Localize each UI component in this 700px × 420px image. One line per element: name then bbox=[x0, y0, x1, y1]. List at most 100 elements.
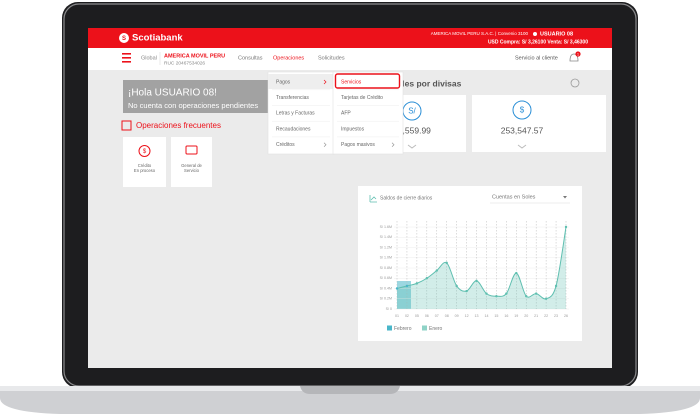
nav-bar bbox=[88, 48, 612, 70]
chart-selector[interactable]: Cuentas en Soles bbox=[492, 194, 536, 200]
selector-caret[interactable] bbox=[563, 196, 567, 199]
nav-company[interactable]: AMERICA MOVIL PERU bbox=[164, 53, 225, 59]
chart-icon bbox=[369, 195, 377, 203]
settings-icon[interactable] bbox=[570, 78, 580, 88]
x-tick-label: 20 bbox=[524, 314, 528, 318]
x-tick-label: 21 bbox=[534, 314, 538, 318]
point bbox=[465, 289, 468, 293]
submenu-item[interactable]: AFP bbox=[341, 111, 351, 117]
point bbox=[525, 294, 528, 298]
x-tick-label: 13 bbox=[475, 314, 479, 318]
chart-title: Saldos de cierre diarios bbox=[380, 195, 433, 201]
point bbox=[544, 297, 548, 300]
frequent-card[interactable] bbox=[171, 137, 212, 187]
submenu-item[interactable]: Pagos masivos bbox=[341, 142, 375, 148]
submenu-item[interactable]: Impuestos bbox=[341, 126, 365, 132]
y-tick-label: S/ 0.4M bbox=[380, 286, 392, 290]
x-tick-label: 26 bbox=[564, 314, 568, 318]
currency-card[interactable] bbox=[472, 95, 606, 152]
dropdown: Pagos Transferencias Letras y Facturas Reca… bbox=[272, 79, 399, 148]
nav-menu-item[interactable]: Solicitudes bbox=[318, 55, 345, 61]
user-icon bbox=[533, 32, 537, 36]
chart-panel bbox=[358, 186, 582, 341]
logo-mark: S bbox=[122, 36, 126, 42]
x-tick-label: 02 bbox=[405, 314, 409, 318]
submenu-item[interactable]: Servicios bbox=[341, 79, 362, 85]
menu-chevron bbox=[391, 142, 395, 148]
point bbox=[455, 284, 458, 288]
logo-icon bbox=[119, 33, 129, 43]
x-tick-label: 14 bbox=[484, 314, 488, 318]
menu-chevron bbox=[323, 79, 327, 85]
hamburger-line bbox=[122, 53, 131, 55]
y-tick-label: S/ 0.2M bbox=[380, 297, 392, 301]
legend-swatch bbox=[387, 325, 392, 331]
point bbox=[415, 282, 419, 285]
legend-label: Febrero bbox=[394, 326, 412, 332]
y-tick-label: S/ 0 bbox=[386, 307, 392, 311]
brand: Scotiabank bbox=[132, 33, 183, 44]
frequent-card-label: Crédito bbox=[138, 163, 152, 168]
legend-swatch bbox=[422, 325, 427, 331]
point bbox=[445, 261, 448, 265]
legend-label: Enero bbox=[429, 326, 443, 332]
point bbox=[564, 225, 568, 229]
service-link[interactable]: Servicio al cliente bbox=[515, 55, 558, 61]
submenu-item[interactable]: Tarjetas de Crédito bbox=[341, 95, 383, 101]
currency-symbol: $ bbox=[520, 106, 525, 115]
point bbox=[485, 292, 488, 295]
chevron[interactable] bbox=[517, 144, 527, 149]
x-tick-label: 19 bbox=[514, 314, 518, 318]
nav-global[interactable]: Global bbox=[141, 55, 157, 61]
notification-badge bbox=[575, 51, 581, 57]
x-tick-label: 07 bbox=[435, 314, 439, 318]
chevron[interactable] bbox=[407, 144, 417, 149]
hamburger-line bbox=[122, 57, 131, 59]
point bbox=[405, 284, 409, 288]
point bbox=[495, 294, 498, 298]
user-name: USUARIO 08 bbox=[540, 31, 573, 37]
x-tick-label: 23 bbox=[554, 314, 558, 318]
frequent-icon bbox=[121, 120, 132, 131]
frequent-card-label: Servicio bbox=[184, 168, 200, 173]
menu-item[interactable]: Transferencias bbox=[276, 95, 309, 101]
y-tick-label: S/ 0.8M bbox=[380, 266, 392, 270]
nav-menu-item[interactable]: Operaciones bbox=[273, 55, 304, 61]
point bbox=[395, 287, 399, 290]
dropdown-selected bbox=[268, 74, 334, 89]
menu-item[interactable]: Créditos bbox=[276, 142, 295, 148]
notification-count: 1 bbox=[577, 52, 579, 56]
menu-chevron bbox=[323, 142, 327, 148]
nav-menu-item[interactable]: Consultas bbox=[238, 55, 263, 61]
dropdown-level2 bbox=[332, 71, 404, 155]
frequent-card-icon bbox=[138, 145, 151, 157]
highlight-outline bbox=[334, 73, 401, 89]
y-tick-label: S/ 1.6M bbox=[380, 225, 392, 229]
hamburger-line bbox=[122, 61, 131, 63]
welcome-box bbox=[123, 80, 269, 113]
y-tick-label: S/ 0.6M bbox=[380, 276, 392, 280]
top-header bbox=[88, 28, 612, 48]
point bbox=[534, 292, 538, 295]
currency-icon bbox=[512, 100, 532, 120]
point bbox=[435, 269, 438, 272]
y-tick-label: S/ 1.0M bbox=[380, 256, 392, 260]
x-tick-label: 22 bbox=[544, 314, 548, 318]
chart: S/ 0 S/ 0.2M S/ 0.4M S/ 0.6M S/ 0.8M S/ 1.0M S… bbox=[380, 221, 569, 332]
frequent-card-label: General de bbox=[181, 163, 202, 168]
bell-icon[interactable] bbox=[569, 53, 579, 62]
laptop-notch bbox=[300, 386, 400, 394]
frequent-title: Operaciones frecuentes bbox=[136, 121, 221, 130]
frequent-card[interactable] bbox=[123, 137, 166, 187]
x-tick-label: 15 bbox=[494, 314, 498, 318]
hamburger[interactable] bbox=[122, 53, 131, 63]
menu-item[interactable]: Recaudaciones bbox=[276, 126, 311, 132]
welcome-subtitle: No cuenta con operaciones pendientes bbox=[128, 101, 258, 110]
x-tick-label: 09 bbox=[455, 314, 459, 318]
x-tick-label: 06 bbox=[425, 314, 429, 318]
menu-item[interactable]: Pagos bbox=[276, 79, 291, 85]
welcome-title: ¡Hola USUARIO 08! bbox=[128, 88, 217, 99]
menu-item[interactable]: Letras y Facturas bbox=[276, 111, 315, 117]
